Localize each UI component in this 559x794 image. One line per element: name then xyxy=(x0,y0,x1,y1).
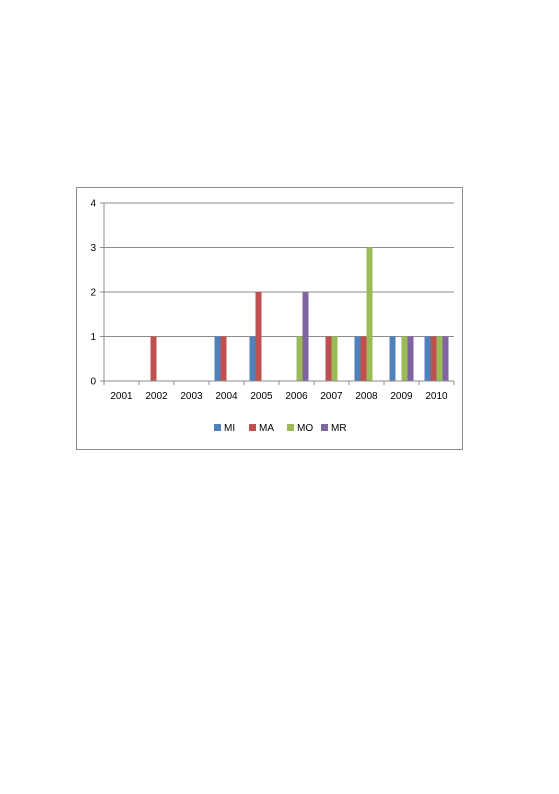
y-tick-label: 4 xyxy=(90,199,96,210)
bar-mr-2006 xyxy=(302,292,309,381)
bar-ma-2010 xyxy=(430,336,437,381)
bar-ma-2002 xyxy=(150,336,157,381)
x-tick-label: 2007 xyxy=(320,391,343,402)
bars xyxy=(150,247,449,381)
bar-mo-2007 xyxy=(331,336,338,381)
x-tick-label: 2001 xyxy=(110,391,133,402)
bar-mo-2008 xyxy=(366,247,373,381)
axes xyxy=(100,202,455,385)
gridlines xyxy=(104,202,454,337)
bar-mo-2009 xyxy=(401,336,408,381)
x-tick-label: 2005 xyxy=(250,391,273,402)
legend-label-mo: MO xyxy=(297,423,313,434)
legend: MI MA MO MR xyxy=(214,423,347,434)
legend-label-ma: MA xyxy=(259,423,274,434)
bar-mo-2006 xyxy=(296,336,303,381)
bar-mi-2005 xyxy=(249,336,256,381)
bar-mi-2008 xyxy=(354,336,361,381)
y-tick-label: 2 xyxy=(90,288,96,299)
x-tick-label: 2010 xyxy=(425,391,448,402)
legend-swatch-mr xyxy=(321,424,328,431)
y-tick-labels: 0 1 2 3 4 xyxy=(90,199,96,388)
x-tick-labels: 2001 2002 2003 2004 2005 2006 2007 2008 2009 2010 xyxy=(110,391,448,402)
y-tick-label: 3 xyxy=(90,243,96,254)
bar-mr-2010 xyxy=(442,336,449,381)
legend-label-mr: MR xyxy=(331,423,347,434)
bar-ma-2008 xyxy=(360,336,367,381)
bar-mi-2009 xyxy=(389,336,396,381)
legend-label-mi: MI xyxy=(224,423,235,434)
y-tick-label: 1 xyxy=(90,332,96,343)
bar-ma-2005 xyxy=(255,292,262,381)
y-tick-label: 0 xyxy=(90,377,96,388)
legend-swatch-mi xyxy=(214,424,221,431)
bar-mi-2004 xyxy=(214,336,221,381)
bar-ma-2007 xyxy=(325,336,332,381)
bar-ma-2004 xyxy=(220,336,227,381)
bar-mo-2010 xyxy=(436,336,443,381)
x-tick-label: 2006 xyxy=(285,391,308,402)
x-tick-label: 2002 xyxy=(145,391,168,402)
bar-mi-2010 xyxy=(424,336,431,381)
x-tick-label: 2009 xyxy=(390,391,413,402)
x-tick-label: 2003 xyxy=(180,391,203,402)
x-tick-label: 2008 xyxy=(355,391,378,402)
legend-swatch-mo xyxy=(287,424,294,431)
legend-swatch-ma xyxy=(249,424,256,431)
bar-mr-2009 xyxy=(407,336,414,381)
x-tick-label: 2004 xyxy=(215,391,238,402)
